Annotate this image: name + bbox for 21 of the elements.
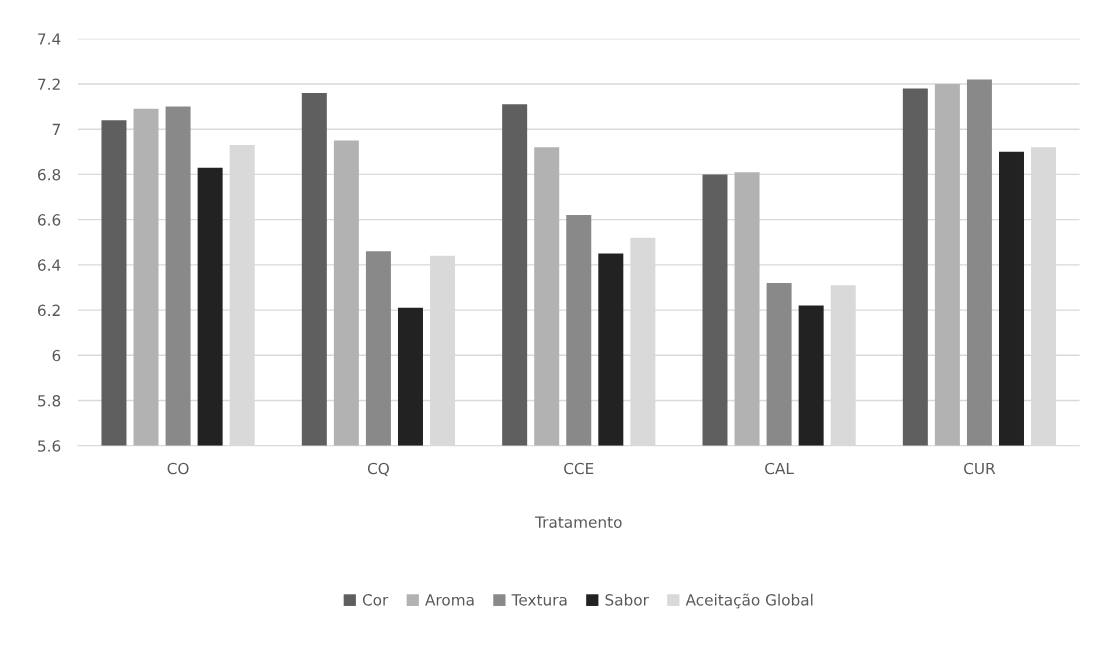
x-tick-label: CAL [765, 462, 794, 475]
y-tick-label: 7.2 [38, 78, 60, 90]
y-tick-label: 6.6 [38, 214, 61, 226]
y-tick-label: 7 [52, 123, 60, 135]
legend-label: Aroma [425, 594, 474, 606]
x-tick-label: CQ [367, 462, 389, 476]
x-tick-label: CCE [564, 462, 594, 475]
y-tick-label: 6.2 [38, 304, 60, 317]
legend-label: Aceitação Global [685, 593, 813, 609]
legend-label: Sabor [605, 593, 649, 606]
y-tick-label: 6.8 [38, 168, 61, 181]
y-tick-label: 6.4 [38, 259, 61, 271]
x-tick-label: CUR [964, 462, 996, 475]
legend-label: Textura [511, 594, 567, 606]
y-tick-label: 5.6 [38, 440, 61, 452]
x-axis-title: Tratamento [535, 516, 622, 528]
y-tick-label: 5.8 [38, 394, 61, 407]
y-tick-label: 7.4 [38, 33, 61, 45]
y-tick-label: 6 [52, 349, 61, 362]
legend-label: Cor [362, 594, 389, 606]
x-tick-label: CO [167, 462, 189, 475]
